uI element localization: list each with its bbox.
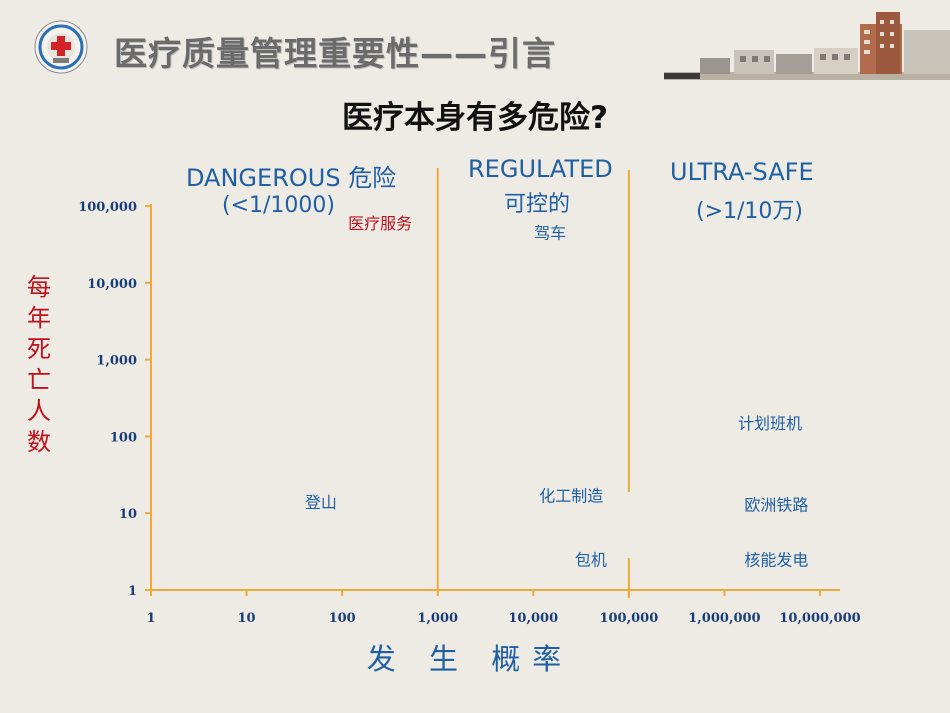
data-point-label: 登山 bbox=[305, 493, 337, 512]
x-tick-label: 10 bbox=[238, 611, 256, 626]
x-tick-label: 1,000,000 bbox=[688, 611, 760, 626]
x-tick-label: 10,000,000 bbox=[779, 611, 860, 626]
y-tick-label: 100 bbox=[110, 430, 137, 445]
y-tick-label: 100,000 bbox=[78, 200, 137, 215]
hospital-red-cross-logo-icon bbox=[34, 20, 88, 74]
x-tick-label: 100 bbox=[329, 611, 356, 626]
data-point-label: 计划班机 bbox=[738, 414, 802, 433]
zone-ultrasafe-title: ULTRA-SAFE bbox=[670, 158, 814, 186]
x-tick-label: 10,000 bbox=[508, 611, 558, 626]
zone-regulated-title: REGULATED bbox=[468, 155, 613, 183]
data-point-label: 化工制造 bbox=[539, 487, 603, 506]
y-axis-label-char: 每 bbox=[27, 273, 51, 301]
y-tick-label: 10,000 bbox=[87, 277, 137, 292]
zone-ultrasafe-subtitle: (>1/10万) bbox=[696, 199, 804, 224]
x-tick-label: 1 bbox=[146, 611, 155, 626]
x-tick-label: 100,000 bbox=[599, 611, 658, 626]
zone-dangerous-subtitle: (<1/1000) bbox=[222, 193, 335, 218]
x-axis-label: 发 生 概率 bbox=[366, 642, 574, 676]
chart-title: 医疗本身有多危险? bbox=[342, 100, 608, 136]
y-axis-label-char: 数 bbox=[27, 428, 51, 456]
data-point-label: 医疗服务 bbox=[348, 214, 412, 233]
slide-title: 医疗质量管理重要性——引言 bbox=[114, 34, 556, 73]
hospital-buildings-banner-icon bbox=[664, 12, 950, 80]
zone-regulated-subtitle: 可控的 bbox=[504, 192, 571, 217]
data-point-label: 核能发电 bbox=[744, 550, 808, 569]
zone-dangerous-title: DANGEROUS 危险 bbox=[186, 164, 397, 192]
data-point-label: 包机 bbox=[575, 550, 607, 569]
data-point-label: 欧洲铁路 bbox=[744, 495, 808, 514]
x-tick-label: 1,000 bbox=[417, 611, 458, 626]
y-tick-label: 1,000 bbox=[96, 354, 137, 369]
y-axis-label-char: 年 bbox=[27, 304, 51, 332]
y-axis-label-char: 死 bbox=[27, 335, 51, 363]
y-tick-label: 10 bbox=[119, 507, 137, 522]
data-point-label: 驾车 bbox=[534, 224, 566, 243]
y-axis-label-char: 人 bbox=[27, 397, 51, 425]
y-axis-label: 每年死亡人数 bbox=[24, 272, 54, 458]
y-tick-label: 1 bbox=[128, 584, 137, 599]
y-axis-label-char: 亡 bbox=[27, 366, 51, 394]
